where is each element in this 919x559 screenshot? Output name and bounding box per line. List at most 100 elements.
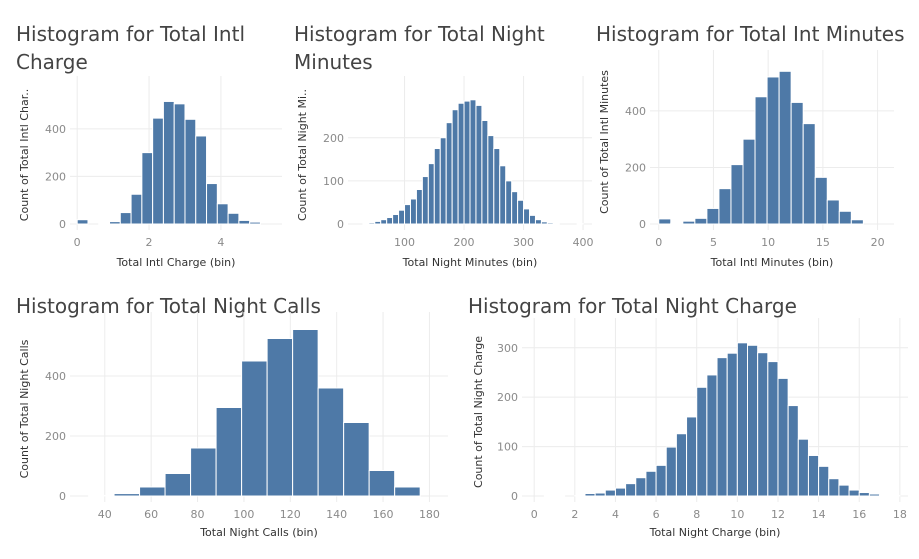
x-tick-label: 40 [98,508,112,521]
histogram-bar [451,109,459,225]
histogram-bar [757,352,769,497]
x-tick-label: 140 [326,508,347,521]
histogram-bar [828,478,840,497]
chart-title: Histogram for Total Int Minutes [596,22,905,46]
histogram-bar [807,454,820,497]
x-tick-label: 0 [74,236,81,249]
y-tick-label: 0 [511,490,518,503]
histogram-bar [767,361,779,497]
histogram-bar [139,486,166,497]
histogram-bar [152,117,164,225]
x-tick-label: 60 [144,508,158,521]
x-tick-label: 18 [893,508,907,521]
histogram-bar [696,386,708,497]
histogram-bar [614,487,627,497]
y-axis-label: Count of Total Intl Minutes [598,70,611,214]
y-tick-label: 0 [59,218,66,231]
histogram-bar [362,223,370,225]
histogram-bar [848,489,860,497]
histogram-bar [88,494,115,497]
x-tick-label: 16 [852,508,866,521]
x-tick-label: 20 [871,236,885,249]
histogram-bar [658,218,672,225]
histogram-bar [517,199,525,225]
histogram-bar [511,191,519,225]
x-axis-label: Total Night Calls (bin) [199,526,318,539]
histogram-bar [584,493,596,497]
x-tick-label: 400 [573,236,594,249]
histogram-bar [481,120,489,225]
histogram-bar [736,342,749,497]
histogram-bar [343,422,370,497]
histogram-bar [625,483,637,497]
histogram-bar [398,209,406,225]
histogram-bar [889,495,901,497]
histogram-bar [838,210,852,225]
y-tick-label: 200 [45,170,66,183]
x-tick-label: 200 [454,236,475,249]
histogram-bar [98,222,111,225]
histogram-bar [173,103,186,225]
histogram-bar [433,148,441,225]
histogram-bar [694,217,708,225]
histogram-bar [826,199,840,225]
histogram-bar [766,76,780,225]
histogram-bar [493,148,501,225]
histogram-bar [797,438,809,497]
histogram-bar [726,352,738,497]
chart-panel-total-night-minutes: Histogram for Total Night Minutes 0 100 20… [294,20,594,280]
histogram-bar [686,416,698,497]
histogram-bar [195,135,208,225]
chart-panel-total-night-calls: Histogram for Total Night Calls 0 200 400 4… [16,292,456,554]
histogram-bar [754,96,768,225]
histogram-bar [249,221,261,225]
x-tick-label: 14 [812,508,826,521]
chart-title: Histogram for Total Intl Charge [16,22,246,74]
histogram-bar [206,183,218,225]
x-tick-label: 2 [146,236,153,249]
y-tick-label: 400 [45,123,66,136]
histogram-bar [374,220,382,225]
x-axis-label: Total Intl Charge (bin) [116,256,236,269]
y-tick-label: 0 [639,218,646,231]
histogram-bar [439,137,447,225]
y-tick-label: 0 [59,490,66,503]
histogram-bar [404,204,411,225]
x-tick-label: 160 [373,508,394,521]
histogram-bar [814,176,828,225]
histogram-total-night-charge: 0 100 200 300 0 2 4 6 8 10 12 14 16 18 Total Night Cha… [472,318,908,539]
chart-title: Histogram for Total Night Calls [16,294,321,318]
histogram-bar [215,407,243,497]
x-tick-label: 4 [217,236,224,249]
x-tick-label: 15 [816,236,830,249]
histogram-bar [164,473,192,497]
x-tick-label: 10 [761,236,775,249]
histogram-bar [706,374,718,497]
y-axis-label: Count of Total Night Calls [18,339,31,478]
histogram-bar [655,464,667,497]
histogram-bar [463,100,471,225]
histogram-bar [838,484,850,497]
x-tick-label: 0 [655,236,662,249]
histogram-bar [645,470,657,497]
y-tick-label: 300 [497,342,518,355]
histogram-bar [266,338,294,497]
histogram-bar [552,223,560,225]
x-tick-label: 4 [612,508,619,521]
x-tick-label: 300 [513,236,534,249]
histogram-bar [682,220,696,225]
chart-panel-total-night-charge: Histogram for Total Night Charge 0 100 200… [468,292,914,554]
histogram-bar [394,486,421,497]
histogram-bar [421,176,429,225]
x-axis-label: Total Night Charge (bin) [649,526,781,539]
histogram-bar [368,222,376,225]
x-tick-label: 10 [730,508,744,521]
histogram-bar [604,489,616,497]
histogram-bar [665,446,677,497]
histogram-bar [216,203,229,225]
histogram-bar [505,180,513,225]
x-tick-label: 120 [280,508,301,521]
histogram-total-night-minutes: 0 100 200 100 200 300 400 Total Night Minutes (… [296,76,594,269]
histogram-bar [457,102,465,225]
histogram-bar [487,135,495,225]
